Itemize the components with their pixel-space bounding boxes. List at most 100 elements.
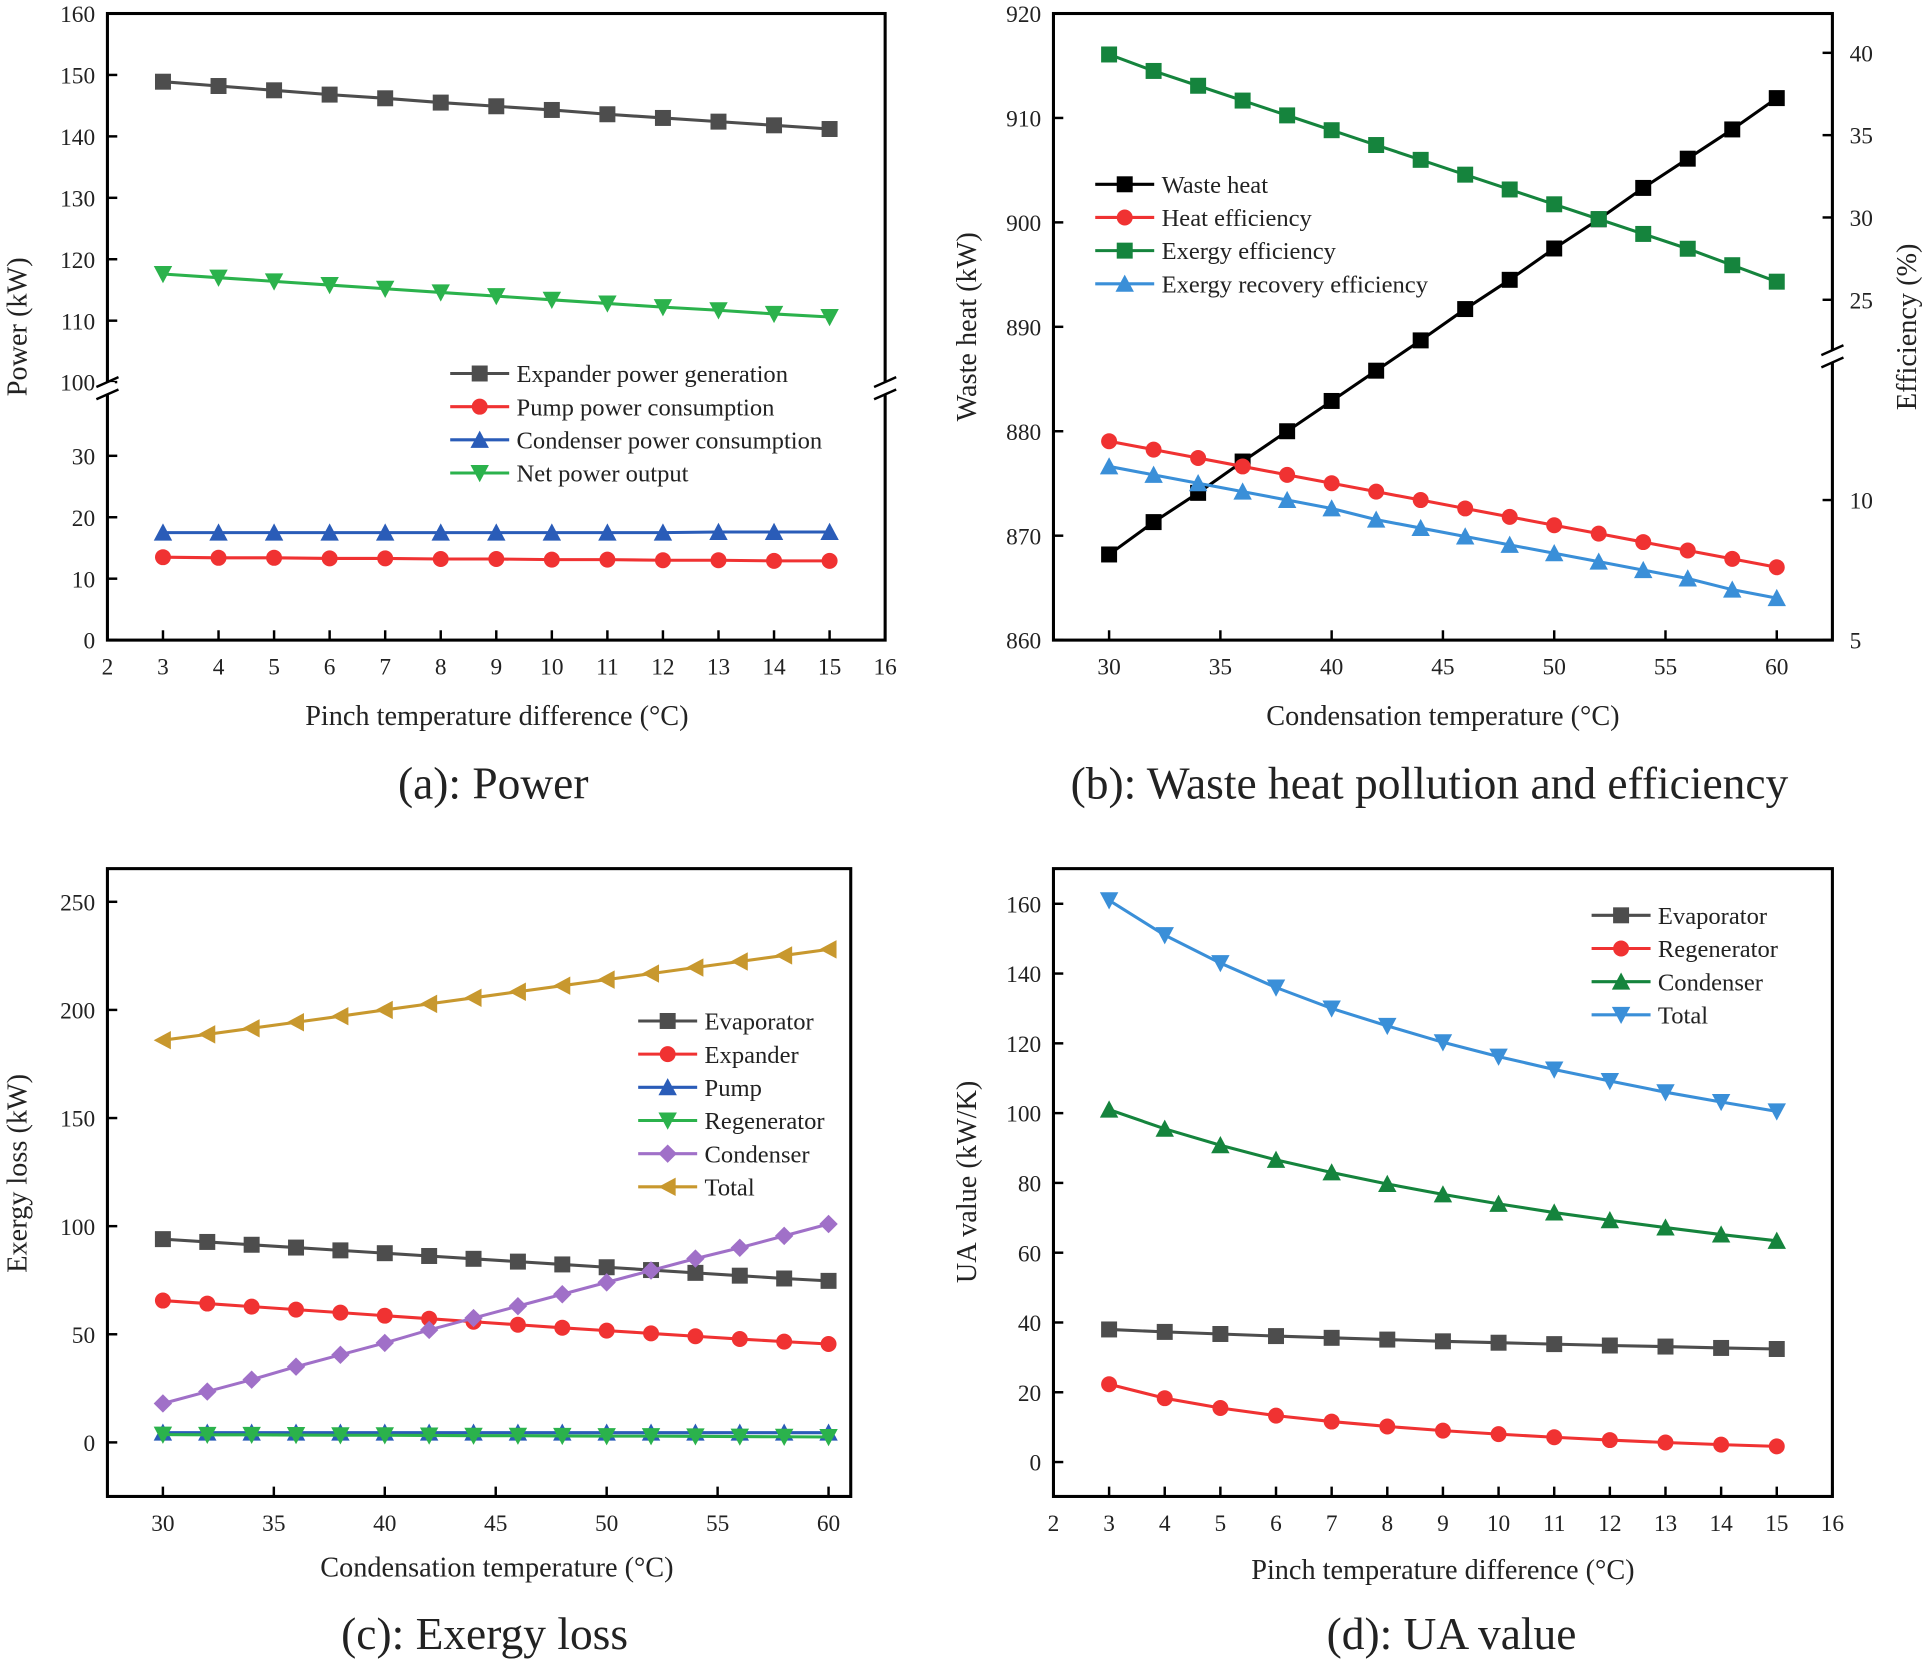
marker-square xyxy=(1679,150,1696,167)
legend-label: Expander power generation xyxy=(517,361,788,388)
y-tick-label: 110 xyxy=(61,309,95,335)
y-tick-label: 890 xyxy=(1006,315,1041,341)
marker-triangle-up xyxy=(1211,1136,1230,1154)
marker-triangle-down xyxy=(730,1428,750,1446)
marker-triangle-up xyxy=(598,523,617,541)
marker-triangle-left xyxy=(730,952,748,971)
x-tick-label: 16 xyxy=(1821,1511,1844,1537)
marker-square xyxy=(1546,196,1563,213)
marker-circle xyxy=(1323,1413,1340,1430)
chart-title: (a): Power xyxy=(398,758,589,809)
marker-circle xyxy=(1713,1436,1730,1453)
marker-triangle-down xyxy=(508,1427,528,1445)
marker-circle xyxy=(598,1322,615,1339)
marker-triangle-down xyxy=(819,1429,838,1447)
marker-triangle-left xyxy=(641,964,660,983)
marker-diamond xyxy=(686,1249,705,1268)
marker-square xyxy=(1679,240,1696,257)
marker-triangle-up xyxy=(153,523,173,541)
y-tick-label: 20 xyxy=(72,506,95,532)
marker-circle xyxy=(509,1316,526,1333)
x-tick-label: 4 xyxy=(1159,1511,1171,1537)
series-line xyxy=(162,1222,829,1405)
marker-triangle-up xyxy=(264,523,284,541)
series-exergy-efficiency xyxy=(1101,46,1785,290)
marker-square xyxy=(1434,1333,1451,1350)
marker-triangle-up xyxy=(1489,1194,1508,1212)
marker-triangle-down xyxy=(1155,927,1174,945)
marker-circle xyxy=(776,1333,793,1350)
x-tick-label: 3 xyxy=(1103,1511,1115,1537)
chart-b: 30 35 40 45 50 55 60 860 870 880 890 900 910 920 5 10 25… xyxy=(952,2,1923,808)
legend-label: Condenser power consumption xyxy=(517,427,823,454)
legend-label: Pump power consumption xyxy=(517,394,775,421)
marker-square xyxy=(243,1236,260,1253)
marker-square xyxy=(1323,122,1340,139)
marker-triangle-down xyxy=(198,1426,217,1445)
marker-square xyxy=(1546,1336,1563,1353)
chart-d: 2 3 4 5 6 7 8 9 10 11 12 13 14 15 16020406080100120140… xyxy=(952,867,1844,1659)
marker-circle xyxy=(543,551,560,568)
marker-circle xyxy=(1613,940,1630,957)
marker-circle xyxy=(1657,1434,1674,1451)
y-axis-label: UA value (kW/K) xyxy=(952,1081,983,1283)
y2-tick-label: 35 xyxy=(1850,124,1873,150)
y-tick-label: 0 xyxy=(1030,1451,1042,1477)
marker-triangle-up xyxy=(1099,457,1119,475)
y-axis-label: Exergy loss (kW) xyxy=(2,1074,33,1273)
marker-triangle-down xyxy=(1767,1103,1786,1121)
y-tick-label: 120 xyxy=(60,248,95,274)
marker-square xyxy=(598,1259,615,1276)
marker-triangle-up xyxy=(542,523,562,541)
x-axis-label: Condensation temperature (°C) xyxy=(320,1552,673,1583)
legend-item: Regenerator xyxy=(638,1108,825,1135)
marker-square xyxy=(432,94,449,111)
marker-square xyxy=(1101,1321,1118,1338)
marker-square xyxy=(731,1267,748,1284)
marker-square xyxy=(1212,1326,1229,1342)
marker-triangle-left xyxy=(464,988,482,1008)
y2-tick-label: 5 xyxy=(1850,629,1862,655)
marker-triangle-up xyxy=(1433,1185,1453,1203)
y-tick-label: 100 xyxy=(60,371,95,397)
marker-triangle-up xyxy=(470,430,489,448)
marker-diamond xyxy=(331,1345,350,1365)
marker-square xyxy=(266,82,283,99)
marker-triangle-down xyxy=(1322,1000,1341,1018)
marker-square xyxy=(654,109,671,126)
axis-break-mark xyxy=(1820,344,1844,357)
series-condenser xyxy=(153,1214,838,1413)
marker-triangle-left xyxy=(686,958,704,977)
marker-circle xyxy=(1590,525,1607,542)
marker-circle xyxy=(1101,433,1118,450)
marker-triangle-left xyxy=(331,1006,349,1026)
marker-square xyxy=(821,121,838,137)
y-tick-label: 130 xyxy=(60,186,95,212)
marker-triangle-left xyxy=(819,940,837,959)
marker-square xyxy=(1490,1334,1507,1351)
legend-item: Evaporator xyxy=(638,1009,814,1036)
legend-item: Exergy recovery efficiency xyxy=(1095,271,1429,298)
marker-diamond xyxy=(242,1370,261,1389)
marker-square xyxy=(465,1250,482,1267)
marker-circle xyxy=(332,1304,349,1321)
marker-square xyxy=(1590,211,1607,228)
marker-circle xyxy=(731,1331,748,1348)
legend-item: Expander xyxy=(638,1042,799,1069)
axis-break-mark xyxy=(1820,356,1844,369)
marker-triangle-down xyxy=(553,1427,572,1446)
x-tick-label: 14 xyxy=(1709,1511,1733,1537)
marker-circle xyxy=(1601,1432,1618,1449)
y-tick-label: 900 xyxy=(1006,211,1041,237)
marker-triangle-down xyxy=(709,302,728,320)
marker-circle xyxy=(288,1301,305,1318)
y-tick-label: 160 xyxy=(60,2,95,28)
legend-label: Condenser xyxy=(1658,969,1763,996)
series-regenerator xyxy=(153,1426,838,1447)
series-expander xyxy=(154,1292,837,1352)
y-tick-label: 200 xyxy=(60,999,95,1025)
marker-diamond xyxy=(508,1296,528,1316)
marker-circle xyxy=(1768,1438,1785,1455)
legend-label: Exergy efficiency xyxy=(1162,238,1337,265)
x-tick-label: 8 xyxy=(435,655,447,681)
